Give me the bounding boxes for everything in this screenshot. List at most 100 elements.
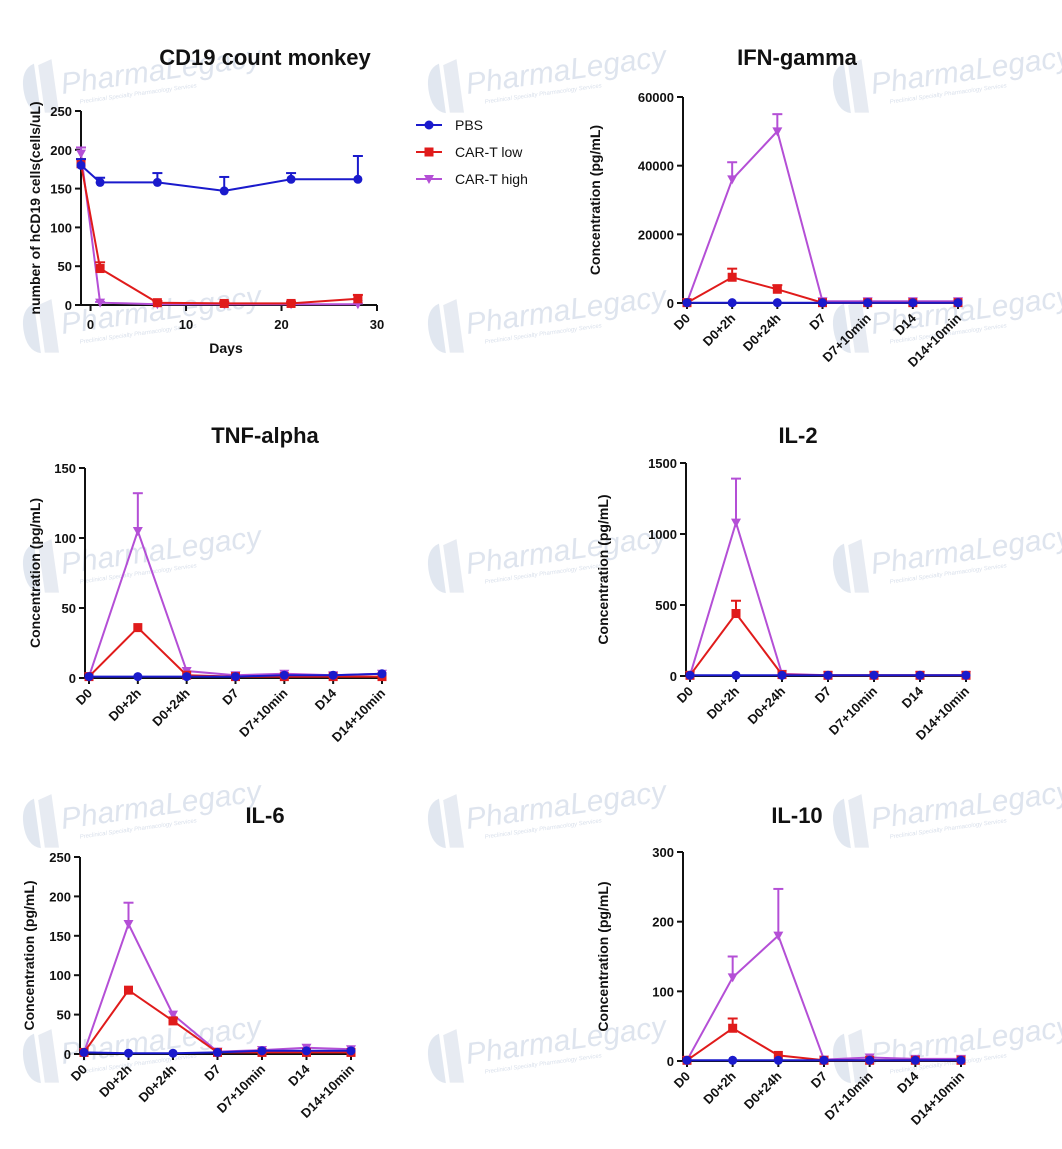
chart-title: IL-2 [778, 423, 817, 448]
x-tick-label: D7+10min [236, 685, 290, 739]
series-line [80, 163, 358, 305]
data-point [908, 298, 918, 308]
y-axis-label: Concentration (pg/mL) [595, 494, 611, 644]
x-tick-label: D0+2h [704, 683, 742, 721]
data-point [152, 298, 162, 308]
data-point [819, 1055, 829, 1065]
data-point [818, 298, 827, 308]
series-pbs [84, 669, 387, 682]
data-point [257, 1046, 267, 1056]
x-tick-label: D14 [285, 1061, 313, 1089]
data-point [953, 298, 963, 308]
data-point [231, 672, 240, 682]
watermark-logo-icon [443, 299, 464, 353]
x-tick-label: D0+24h [136, 1061, 180, 1105]
y-tick-label: 100 [49, 968, 71, 983]
watermark-logo-icon [443, 1029, 464, 1083]
x-tick-label: D7 [806, 311, 828, 333]
y-tick-label: 0 [64, 1047, 71, 1062]
y-tick-label: 0 [670, 669, 677, 684]
watermark-logo-icon [427, 543, 446, 594]
watermark-logo-icon [848, 539, 869, 593]
watermark-logo-icon [832, 303, 851, 354]
y-axis-label: number of hCD19 cells(cells/uL) [27, 101, 43, 314]
y-tick-label: 50 [62, 601, 76, 616]
watermark-logo-icon [22, 1033, 41, 1084]
y-tick-label: 100 [50, 220, 72, 235]
legend-marker [424, 120, 434, 130]
watermark-logo-icon [38, 299, 59, 353]
data-point [682, 298, 692, 308]
x-tick-label: D14 [312, 685, 340, 713]
data-point [123, 919, 134, 929]
data-point [773, 1050, 783, 1060]
data-point [823, 670, 833, 680]
watermark-brand-b: Legacy [973, 775, 1062, 821]
x-tick-label: D0 [671, 311, 693, 333]
legend-marker [424, 175, 434, 184]
y-tick-label: 100 [54, 531, 76, 546]
y-axis-label: Concentration (pg/mL) [21, 880, 37, 1030]
series-pbs [79, 1046, 356, 1058]
data-point [95, 298, 106, 308]
x-tick-label: D14+10min [329, 685, 388, 744]
watermark-logo-icon [22, 303, 41, 354]
x-tick-label: D0 [73, 686, 95, 708]
series-pbs [685, 670, 971, 680]
data-point [133, 672, 143, 682]
x-tick-label: 10 [179, 317, 193, 332]
series-car-t-high [682, 113, 963, 308]
y-tick-label: 200 [49, 889, 71, 904]
watermark-brand-b: Legacy [568, 40, 670, 86]
data-point [773, 1055, 783, 1065]
y-tick-label: 250 [50, 104, 72, 119]
data-point [124, 1048, 133, 1058]
y-tick-label: 300 [652, 845, 674, 860]
data-point [182, 672, 192, 682]
data-point [727, 175, 738, 185]
watermark-logo-icon [22, 543, 41, 594]
data-point [731, 609, 741, 619]
watermark-logo-icon [848, 1029, 869, 1083]
legend-item-pbs: PBS [416, 117, 483, 133]
chart-title: CD19 count monkey [159, 45, 371, 70]
watermark-logo-icon [832, 798, 851, 849]
data-point [124, 985, 133, 995]
data-point [95, 264, 105, 274]
legend-label: CAR-T high [455, 171, 528, 187]
series-pbs [682, 1055, 966, 1065]
data-point [772, 298, 782, 308]
watermark-brand: PharmaLegacy [869, 40, 1062, 101]
chart-title: IL-10 [771, 803, 822, 828]
watermark-logo-icon [848, 59, 869, 113]
data-point [727, 298, 737, 308]
watermark-logo-icon [427, 63, 446, 114]
data-point [728, 1023, 738, 1033]
x-tick-label: D0+24h [745, 683, 789, 727]
data-point [219, 186, 229, 196]
x-tick-label: 20 [274, 317, 288, 332]
y-tick-label: 250 [49, 850, 71, 865]
data-point [152, 177, 162, 187]
y-tick-label: 20000 [638, 227, 674, 242]
data-point [731, 518, 741, 528]
legend-item-car-t-high: CAR-T high [416, 171, 528, 187]
watermark-brand-b: Legacy [973, 40, 1062, 86]
y-tick-label: 1500 [648, 456, 677, 471]
chart-title: IFN-gamma [737, 45, 858, 70]
data-point [863, 298, 873, 308]
data-point [915, 670, 925, 680]
data-point [76, 149, 86, 159]
y-tick-label: 50 [58, 259, 72, 274]
watermark-brand-b: Legacy [163, 520, 265, 566]
data-point [772, 284, 782, 294]
chart-il-6: IL-6 0 50 100 150 200 250 Concentration (pg/mL)… [21, 803, 357, 1121]
